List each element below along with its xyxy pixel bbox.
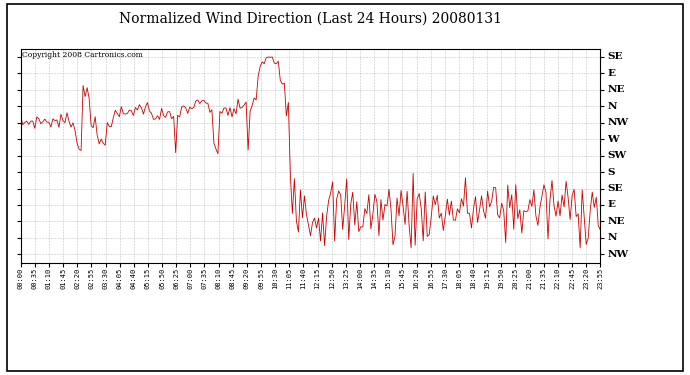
Text: NW: NW: [607, 118, 629, 127]
Text: SW: SW: [607, 151, 627, 160]
Text: NE: NE: [607, 86, 624, 94]
Text: E: E: [607, 201, 615, 210]
Text: N: N: [607, 233, 617, 242]
Text: SE: SE: [607, 184, 623, 193]
Text: S: S: [607, 168, 615, 177]
Text: Normalized Wind Direction (Last 24 Hours) 20080131: Normalized Wind Direction (Last 24 Hours…: [119, 11, 502, 25]
Text: Copyright 2008 Cartronics.com: Copyright 2008 Cartronics.com: [22, 51, 143, 59]
Text: W: W: [607, 135, 619, 144]
Text: N: N: [607, 102, 617, 111]
Text: NE: NE: [607, 217, 624, 226]
Text: SE: SE: [607, 53, 623, 62]
Text: E: E: [607, 69, 615, 78]
Text: NW: NW: [607, 250, 629, 259]
